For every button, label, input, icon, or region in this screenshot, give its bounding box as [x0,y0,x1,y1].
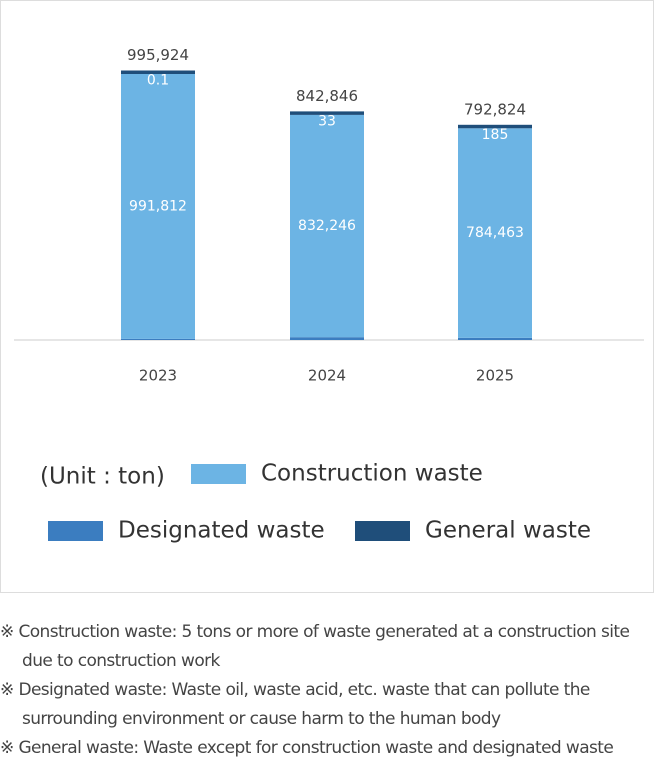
bar-segment [121,70,195,74]
x-tick-label: 2025 [476,367,514,385]
total-label: 842,846 [296,87,358,105]
chart: (Unit : ton) 4,112991,8120.1995,92420231… [0,0,654,593]
bar-segment [290,114,364,338]
bar-segment [458,337,532,340]
value-label: 0.1 [147,73,169,89]
bar-segment [121,74,195,339]
value-label: 991,812 [129,198,187,214]
x-tick-label: 2023 [139,367,177,385]
total-label: 995,924 [127,46,189,64]
legend-label: Construction waste [261,461,483,487]
legend-swatch [355,521,410,541]
legend-swatch [48,521,103,541]
bar-segment [458,124,532,129]
total-label: 792,824 [464,100,526,118]
note: ※ Designated waste: Waste oil, waste aci… [0,680,590,729]
bar-segment [290,111,364,115]
x-tick-label: 2024 [308,367,346,385]
note: ※ General waste: Waste except for constr… [0,738,614,758]
legend-swatch [191,464,246,484]
unit-label: (Unit : ton) [40,464,165,490]
bar-segment [458,128,532,338]
legend-label: Designated waste [118,518,325,544]
notes: ※ Construction waste: 5 tons or more of … [0,618,650,763]
value-label: 832,246 [298,218,356,234]
value-label: 33 [318,113,336,129]
bar-segment [121,338,195,340]
legend-label: General waste [425,518,591,544]
value-label: 185 [482,127,509,143]
bar-segment [290,337,364,340]
note: ※ Construction waste: 5 tons or more of … [0,622,630,671]
value-label: 784,463 [466,225,524,241]
